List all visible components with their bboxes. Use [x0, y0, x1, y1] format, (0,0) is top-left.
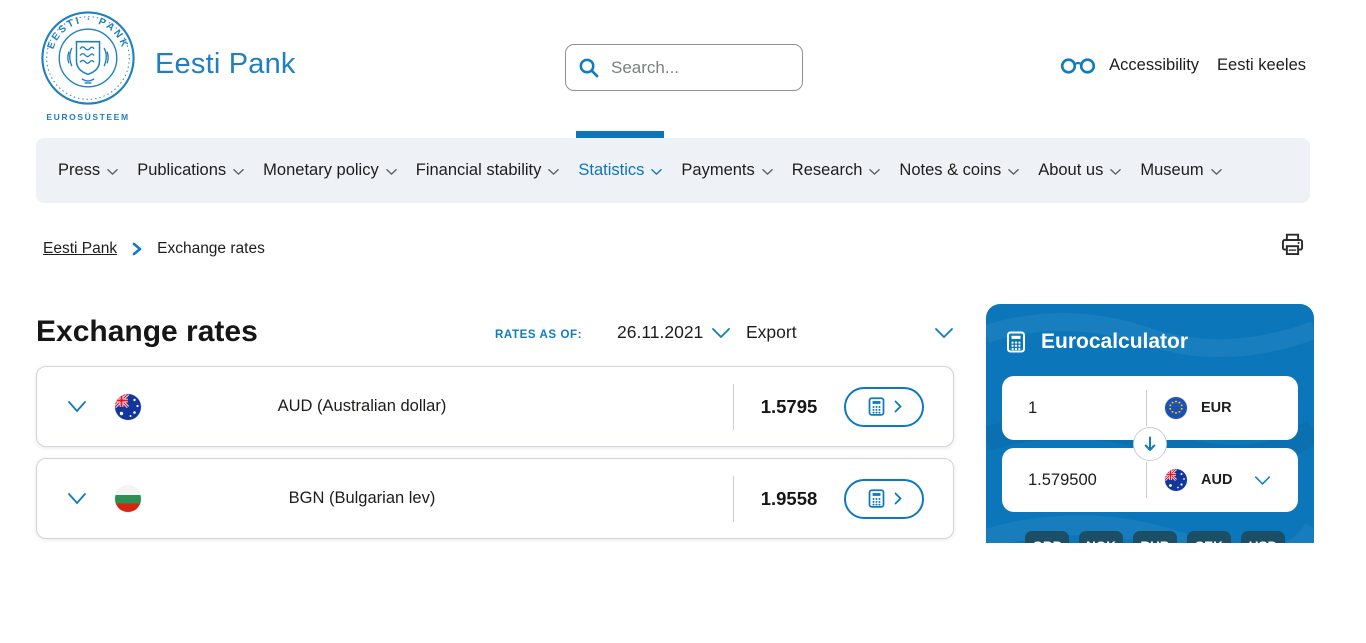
rate-row-bgn: BGN (Bulgarian lev) 1.9558 [36, 458, 954, 539]
breadcrumb-home-link[interactable]: Eesti Pank [43, 240, 118, 257]
nav-item-label: Financial stability [415, 161, 542, 179]
nav-item-payments[interactable]: Payments [681, 138, 773, 203]
calculator-icon [868, 489, 885, 508]
chevron-down-icon [762, 169, 773, 176]
nav-item-museum[interactable]: Museum [1140, 138, 1222, 203]
print-icon [1281, 233, 1304, 256]
nav-item-statistics[interactable]: Statistics [576, 131, 665, 203]
calculator-icon [1007, 331, 1025, 353]
open-calculator-button[interactable] [844, 478, 924, 519]
nav-item-label: Notes & coins [899, 161, 1002, 179]
chevron-down-icon [68, 493, 86, 505]
accessibility-icon[interactable] [1060, 56, 1097, 75]
cookie-banner: The Eesti Pank website uses cookies. By … [0, 543, 1366, 643]
chevron-down-icon [233, 169, 244, 176]
header-utility-links: Accessibility Eesti keeles [1060, 56, 1306, 75]
calculator-icon [868, 397, 885, 416]
open-calculator-button[interactable] [844, 386, 924, 427]
chevron-down-icon [107, 169, 118, 176]
nav-item-label: Museum [1140, 161, 1204, 179]
breadcrumb: Eesti Pank Exchange rates [43, 240, 265, 258]
chevron-down-icon [1210, 169, 1222, 176]
rates-date-dropdown[interactable]: 26.11.2021 [617, 322, 731, 343]
search-input[interactable] [611, 57, 832, 78]
exchange-rate-value: 1.5795 [760, 395, 818, 417]
divider [733, 475, 734, 522]
nav-item-label: Monetary policy [263, 161, 379, 179]
swap-arrow-icon [1144, 436, 1156, 451]
to-currency-code: AUD [1201, 472, 1233, 488]
export-dropdown[interactable]: Export [746, 322, 954, 343]
chevron-right-icon [894, 492, 902, 505]
print-button[interactable] [1279, 231, 1306, 258]
expand-row-button[interactable] [67, 400, 89, 413]
eu-flag-icon [1165, 397, 1187, 419]
chevron-down-icon [869, 169, 881, 176]
nav-item-label: Payments [681, 161, 755, 179]
nav-item-label: Statistics [578, 161, 645, 179]
nav-item-label: About us [1038, 161, 1104, 179]
nav-item-monetary-policy[interactable]: Monetary policy [263, 138, 397, 203]
from-currency-code: EUR [1201, 400, 1232, 416]
nav-item-notes-coins[interactable]: Notes & coins [899, 138, 1019, 203]
currency-name: BGN (Bulgarian lev) [288, 489, 436, 507]
bulgaria-flag-icon [115, 485, 141, 512]
search-icon [579, 58, 599, 78]
currency-name: AUD (Australian dollar) [277, 397, 447, 415]
rate-row-aud: AUD (Australian dollar) 1.5795 [36, 366, 954, 447]
page-title: Exchange rates [36, 315, 258, 348]
breadcrumb-current: Exchange rates [157, 240, 265, 257]
nav-item-label: Research [791, 161, 863, 179]
accessibility-link[interactable]: Accessibility [1109, 56, 1200, 74]
eurocalculator-header: Eurocalculator [1004, 330, 1188, 354]
language-switch-link[interactable]: Eesti keeles [1217, 56, 1306, 74]
logo-subtext: EUROSÜSTEEM [46, 112, 130, 122]
chevron-right-icon [894, 400, 902, 413]
divider [733, 383, 734, 430]
eurocalculator-panel: Eurocalculator EUR [986, 304, 1314, 566]
svg-text:EESTI · PANK: EESTI · PANK [46, 14, 131, 50]
rates-meta-bar: RATES AS OF: 26.11.2021 Export [495, 322, 954, 348]
nav-item-about-us[interactable]: About us [1038, 138, 1122, 203]
chevron-down-icon [712, 327, 731, 338]
chevron-down-icon [68, 401, 86, 413]
nav-item-label: Press [58, 161, 101, 179]
exchange-rate-value: 1.9558 [760, 487, 818, 509]
export-label: Export [746, 322, 797, 342]
eurocalculator-title: Eurocalculator [1041, 330, 1189, 353]
chevron-down-icon [651, 169, 663, 176]
nav-item-publications[interactable]: Publications [137, 138, 244, 203]
expand-row-button[interactable] [67, 492, 89, 505]
divider [1146, 390, 1147, 426]
rates-as-of-label: RATES AS OF: [495, 329, 583, 341]
australia-flag-icon [115, 393, 141, 420]
nav-item-label: Publications [137, 161, 227, 179]
chevron-down-icon[interactable] [1254, 475, 1271, 486]
convert-direction-button[interactable] [1133, 427, 1167, 461]
main-navigation: Press Publications Monetary policy Finan… [36, 131, 1310, 203]
chevron-down-icon [1008, 169, 1019, 176]
chevron-down-icon [548, 169, 560, 176]
converted-amount-input[interactable] [1028, 470, 1146, 490]
chevron-down-icon [1110, 169, 1122, 176]
search-box[interactable] [565, 44, 832, 91]
nav-item-financial-stability[interactable]: Financial stability [416, 138, 560, 203]
nav-item-research[interactable]: Research [792, 138, 881, 203]
bank-emblem-icon: EESTI · PANK [41, 11, 135, 105]
rates-date-value: 26.11.2021 [617, 322, 704, 342]
nav-item-press[interactable]: Press [58, 138, 118, 203]
brand-title[interactable]: Eesti Pank [155, 48, 296, 80]
euro-amount-input[interactable] [1028, 398, 1146, 418]
australia-flag-icon [1165, 469, 1187, 491]
chevron-down-icon [935, 327, 953, 338]
divider [1146, 462, 1147, 498]
chevron-right-icon [132, 242, 142, 256]
chevron-down-icon [385, 169, 397, 176]
eesti-pank-logo[interactable]: EESTI · PANK EUROSÜSTEEM [36, 10, 140, 122]
